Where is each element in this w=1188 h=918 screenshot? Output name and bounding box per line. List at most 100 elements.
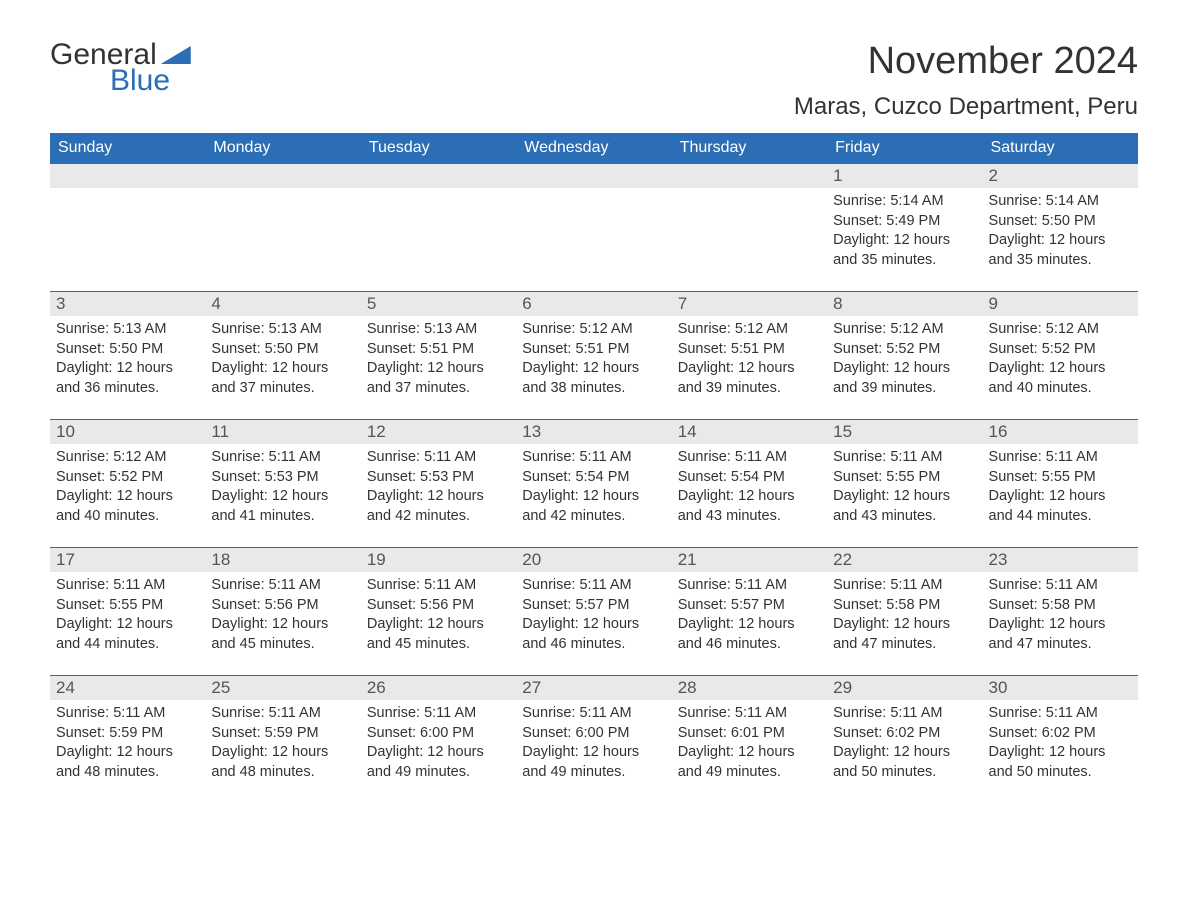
day-details: Sunrise: 5:12 AMSunset: 5:52 PMDaylight:… — [50, 444, 205, 536]
day-details: Sunrise: 5:14 AMSunset: 5:50 PMDaylight:… — [983, 188, 1138, 280]
day-sunrise: Sunrise: 5:11 AM — [211, 448, 354, 468]
day-dl1: Daylight: 12 hours — [56, 743, 199, 763]
day-dl2: and 49 minutes. — [522, 763, 665, 783]
day-sunrise: Sunrise: 5:11 AM — [833, 704, 976, 724]
calendar-day-cell: 24Sunrise: 5:11 AMSunset: 5:59 PMDayligh… — [50, 676, 205, 804]
empty-day-header — [516, 164, 671, 188]
calendar-day-cell: 17Sunrise: 5:11 AMSunset: 5:55 PMDayligh… — [50, 548, 205, 676]
calendar-week-row: 10Sunrise: 5:12 AMSunset: 5:52 PMDayligh… — [50, 420, 1138, 548]
day-sunset: Sunset: 6:00 PM — [522, 724, 665, 744]
day-sunset: Sunset: 5:52 PM — [833, 340, 976, 360]
calendar-day-cell: 26Sunrise: 5:11 AMSunset: 6:00 PMDayligh… — [361, 676, 516, 804]
day-dl1: Daylight: 12 hours — [367, 743, 510, 763]
day-details: Sunrise: 5:11 AMSunset: 6:01 PMDaylight:… — [672, 700, 827, 792]
calendar-day-cell: 19Sunrise: 5:11 AMSunset: 5:56 PMDayligh… — [361, 548, 516, 676]
calendar-day-cell: 8Sunrise: 5:12 AMSunset: 5:52 PMDaylight… — [827, 292, 982, 420]
day-number: 7 — [672, 292, 827, 316]
day-number: 18 — [205, 548, 360, 572]
day-dl2: and 41 minutes. — [211, 507, 354, 527]
day-dl1: Daylight: 12 hours — [833, 615, 976, 635]
day-sunset: Sunset: 5:58 PM — [833, 596, 976, 616]
calendar-day-cell: 29Sunrise: 5:11 AMSunset: 6:02 PMDayligh… — [827, 676, 982, 804]
month-title: November 2024 — [794, 40, 1138, 83]
day-sunset: Sunset: 6:02 PM — [989, 724, 1132, 744]
day-sunset: Sunset: 6:02 PM — [833, 724, 976, 744]
calendar-header-row: SundayMondayTuesdayWednesdayThursdayFrid… — [50, 133, 1138, 164]
day-number: 26 — [361, 676, 516, 700]
calendar-week-row: 24Sunrise: 5:11 AMSunset: 5:59 PMDayligh… — [50, 676, 1138, 804]
day-dl1: Daylight: 12 hours — [678, 743, 821, 763]
calendar-day-cell — [205, 164, 360, 292]
weekday-header: Monday — [205, 133, 360, 164]
day-dl2: and 49 minutes. — [678, 763, 821, 783]
day-sunrise: Sunrise: 5:11 AM — [522, 576, 665, 596]
calendar-week-row: 1Sunrise: 5:14 AMSunset: 5:49 PMDaylight… — [50, 164, 1138, 292]
day-number: 9 — [983, 292, 1138, 316]
day-sunset: Sunset: 5:55 PM — [989, 468, 1132, 488]
day-number: 13 — [516, 420, 671, 444]
day-sunrise: Sunrise: 5:11 AM — [522, 704, 665, 724]
day-number: 6 — [516, 292, 671, 316]
day-dl2: and 44 minutes. — [56, 635, 199, 655]
day-dl2: and 35 minutes. — [833, 251, 976, 271]
day-dl1: Daylight: 12 hours — [56, 487, 199, 507]
calendar-day-cell — [516, 164, 671, 292]
day-dl1: Daylight: 12 hours — [367, 359, 510, 379]
weekday-header: Sunday — [50, 133, 205, 164]
day-dl1: Daylight: 12 hours — [678, 359, 821, 379]
calendar-day-cell: 15Sunrise: 5:11 AMSunset: 5:55 PMDayligh… — [827, 420, 982, 548]
day-details: Sunrise: 5:11 AMSunset: 6:00 PMDaylight:… — [516, 700, 671, 792]
day-sunrise: Sunrise: 5:12 AM — [989, 320, 1132, 340]
day-details: Sunrise: 5:13 AMSunset: 5:51 PMDaylight:… — [361, 316, 516, 408]
day-number: 24 — [50, 676, 205, 700]
day-sunrise: Sunrise: 5:14 AM — [989, 192, 1132, 212]
day-dl2: and 47 minutes. — [989, 635, 1132, 655]
day-details: Sunrise: 5:12 AMSunset: 5:52 PMDaylight:… — [983, 316, 1138, 408]
logo-text-blue: Blue — [110, 66, 191, 96]
calendar-day-cell — [672, 164, 827, 292]
page-header: General Blue November 2024 Maras, Cuzco … — [50, 40, 1138, 121]
calendar-week-row: 3Sunrise: 5:13 AMSunset: 5:50 PMDaylight… — [50, 292, 1138, 420]
day-sunset: Sunset: 5:50 PM — [989, 212, 1132, 232]
day-sunrise: Sunrise: 5:12 AM — [833, 320, 976, 340]
day-dl1: Daylight: 12 hours — [833, 743, 976, 763]
day-dl1: Daylight: 12 hours — [522, 615, 665, 635]
day-sunrise: Sunrise: 5:13 AM — [56, 320, 199, 340]
weekday-header: Tuesday — [361, 133, 516, 164]
day-sunset: Sunset: 5:59 PM — [56, 724, 199, 744]
day-dl1: Daylight: 12 hours — [522, 743, 665, 763]
day-dl2: and 37 minutes. — [367, 379, 510, 399]
day-details: Sunrise: 5:11 AMSunset: 5:59 PMDaylight:… — [205, 700, 360, 792]
empty-day-header — [361, 164, 516, 188]
day-dl2: and 44 minutes. — [989, 507, 1132, 527]
day-dl1: Daylight: 12 hours — [989, 359, 1132, 379]
day-dl2: and 45 minutes. — [367, 635, 510, 655]
day-dl1: Daylight: 12 hours — [989, 743, 1132, 763]
day-sunset: Sunset: 5:50 PM — [56, 340, 199, 360]
day-number: 21 — [672, 548, 827, 572]
day-sunset: Sunset: 5:50 PM — [211, 340, 354, 360]
logo: General Blue — [50, 40, 191, 96]
calendar-day-cell: 5Sunrise: 5:13 AMSunset: 5:51 PMDaylight… — [361, 292, 516, 420]
day-dl2: and 35 minutes. — [989, 251, 1132, 271]
calendar-day-cell: 13Sunrise: 5:11 AMSunset: 5:54 PMDayligh… — [516, 420, 671, 548]
day-sunrise: Sunrise: 5:11 AM — [989, 576, 1132, 596]
location-subtitle: Maras, Cuzco Department, Peru — [794, 93, 1138, 121]
day-sunset: Sunset: 5:56 PM — [367, 596, 510, 616]
day-sunrise: Sunrise: 5:13 AM — [367, 320, 510, 340]
day-sunset: Sunset: 6:00 PM — [367, 724, 510, 744]
day-sunset: Sunset: 5:55 PM — [56, 596, 199, 616]
day-number: 10 — [50, 420, 205, 444]
day-details: Sunrise: 5:11 AMSunset: 5:53 PMDaylight:… — [205, 444, 360, 536]
day-number: 30 — [983, 676, 1138, 700]
day-sunrise: Sunrise: 5:11 AM — [211, 576, 354, 596]
day-dl1: Daylight: 12 hours — [522, 487, 665, 507]
day-sunrise: Sunrise: 5:11 AM — [678, 576, 821, 596]
calendar-day-cell: 10Sunrise: 5:12 AMSunset: 5:52 PMDayligh… — [50, 420, 205, 548]
day-details: Sunrise: 5:11 AMSunset: 5:58 PMDaylight:… — [827, 572, 982, 664]
day-sunrise: Sunrise: 5:11 AM — [678, 448, 821, 468]
day-sunset: Sunset: 5:59 PM — [211, 724, 354, 744]
day-dl1: Daylight: 12 hours — [678, 487, 821, 507]
day-dl2: and 46 minutes. — [678, 635, 821, 655]
logo-triangle-icon — [161, 46, 191, 64]
